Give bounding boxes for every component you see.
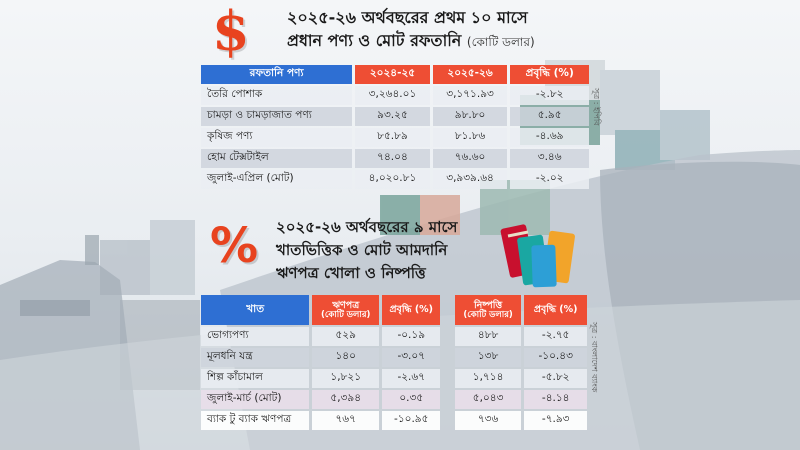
table-row: শিল্প কাঁচামাল ১,৮২১ -২.৬৭ ১,৭১৪ -৫.৮২ (201, 369, 587, 388)
row-fy2425: ৩,২৬৪.০১ (355, 86, 430, 105)
header-growth-2: প্রবৃদ্ধি (%) (524, 295, 587, 325)
row-growth-2: -১০.৪৩ (524, 348, 587, 367)
header-settle: নিষ্পত্তি (কোটি ডলার) (454, 295, 522, 325)
import-table-header: খাত ঋণপত্র (কোটি ডলার) প্রবৃদ্ধি (%) নিষ… (201, 295, 587, 325)
top-title-line-2: প্রধান পণ্য ও মোট রফতানি (কোটি ডলার) (287, 33, 535, 49)
export-table-header: রফতানি পণ্য ২০২৪-২৫ ২০২৫-২৬ প্রবৃদ্ধি (%… (201, 65, 589, 84)
row-fy2526: ৭৬.৬০ (432, 149, 508, 168)
row-sector: শিল্প কাঁচামাল (201, 369, 310, 388)
row-growth-1: -০.১৯ (382, 327, 441, 346)
row-growth-2: -২.৭৫ (524, 327, 587, 346)
row-fy2425: ৭৪.০৪ (355, 149, 430, 168)
row-fy2425: ৮৫.৮৯ (355, 128, 430, 147)
row-fy2526: ৩,১৭১.৯৩ (432, 86, 508, 105)
row-settle: ১,৭১৪ (454, 369, 522, 388)
row-fy2425: ৯৩.২৫ (355, 107, 430, 126)
row-item: কৃষিজ পণ্য (201, 128, 353, 147)
row-growth-1: -২.৬৭ (382, 369, 441, 388)
top-title-line-1: ২০২৫-২৬ অর্থবছরের প্রথম ১০ মাসে (287, 8, 528, 27)
top-source: সূত্র : ইপিবি (592, 88, 601, 126)
bottom-source: সূত্র : বাংলাদেশ ব্যাংক (590, 322, 599, 393)
table-row: মূলধনি যন্ত্র ১৪০ -৩.০৭ ১৩৮ -১০.৪৩ (201, 348, 587, 367)
column-gap (443, 295, 451, 325)
column-gap (443, 327, 451, 346)
bottom-title-line-2: খাতভিত্তিক ও মোট আমদানি (276, 241, 448, 259)
header-export-item: রফতানি পণ্য (201, 65, 353, 84)
table-row: হোম টেক্সটাইল ৭৪.০৪ ৭৬.৬০ ৩.৪৬ (201, 149, 589, 168)
column-gap (443, 348, 451, 367)
header-growth: প্রবৃদ্ধি (%) (510, 65, 589, 84)
header-lc-open-unit: (কোটি ডলার) (321, 309, 371, 320)
table-row: তৈরি পোশাক ৩,২৬৪.০১ ৩,১৭১.৯৩ -২.৮২ (201, 86, 589, 105)
column-gap (443, 390, 451, 409)
row-growth: -২.৮২ (510, 86, 589, 105)
row-fy2526: ৩,৯৩৯.৬৪ (432, 170, 508, 189)
top-title-main: প্রধান পণ্য ও মোট রফতানি (287, 31, 462, 50)
header-sector: খাত (201, 295, 310, 325)
bottom-title-line-3: ঋণপত্র খোলা ও নিষ্পত্তি (276, 264, 426, 282)
column-gap (443, 411, 451, 430)
table-row-total: জুলাই-এপ্রিল (মোট) ৪,০২০.৮১ ৩,৯৩৯.৬৪ -২.… (201, 170, 589, 189)
row-fy2425: ৪,০২০.৮১ (355, 170, 430, 189)
header-lc-open-label: ঋণপত্র (332, 299, 360, 311)
row-item: তৈরি পোশাক (201, 86, 353, 105)
row-lc: ১৪০ (312, 348, 380, 367)
column-gap (443, 369, 451, 388)
import-lc-table: খাত ঋণপত্র (কোটি ডলার) প্রবৃদ্ধি (%) নিষ… (198, 293, 590, 432)
export-table: রফতানি পণ্য ২০২৪-২৫ ২০২৫-২৬ প্রবৃদ্ধি (%… (198, 63, 592, 191)
bottom-title-line-1: ২০২৫-২৬ অর্থবছরের ৯ মাসে (276, 218, 458, 236)
row-item: জুলাই-এপ্রিল (মোট) (201, 170, 353, 189)
row-settle: ১৩৮ (454, 348, 522, 367)
table-row: কৃষিজ পণ্য ৮৫.৮৯ ৮১.৮৬ -৪.৬৯ (201, 128, 589, 147)
row-growth-2: -৫.৮২ (524, 369, 587, 388)
table-row: চামড়া ও চামড়াজাত পণ্য ৯৩.২৫ ৯৮.৮০ ৫.৯৫ (201, 107, 589, 126)
row-growth: ৫.৯৫ (510, 107, 589, 126)
row-sector: মূলধনি যন্ত্র (201, 348, 310, 367)
table-row-total: জুলাই-মার্চ (মোট) ৫,৩৯৪ ০.৩৫ ৫,০৪৩ -৪.১৪ (201, 390, 587, 409)
row-fy2526: ৯৮.৮০ (432, 107, 508, 126)
row-fy2526: ৮১.৮৬ (432, 128, 508, 147)
row-lc: ১,৮২১ (312, 369, 380, 388)
row-growth-2: -৪.১৪ (524, 390, 587, 409)
row-growth: -৪.৬৯ (510, 128, 589, 147)
header-settle-unit: (কোটি ডলার) (463, 309, 513, 320)
row-sector: ব্যাক টু ব্যাক ঋণপত্র (201, 411, 310, 430)
header-fy2526: ২০২৫-২৬ (432, 65, 508, 84)
row-sector: ভোগ্যপণ্য (201, 327, 310, 346)
row-lc: ৫২৯ (312, 327, 380, 346)
row-growth-1: ০.৩৫ (382, 390, 441, 409)
header-lc-open: ঋণপত্র (কোটি ডলার) (312, 295, 380, 325)
row-item: চামড়া ও চামড়াজাত পণ্য (201, 107, 353, 126)
row-growth: -২.০২ (510, 170, 589, 189)
table-row-back-to-back: ব্যাক টু ব্যাক ঋণপত্র ৭৬৭ -১০.৯৫ ৭৩৬ -৭.… (201, 411, 587, 430)
header-fy2425: ২০২৪-২৫ (355, 65, 430, 84)
percent-symbol-icon: % (210, 218, 259, 274)
row-growth: ৩.৪৬ (510, 149, 589, 168)
dollar-symbol-icon: $ (212, 0, 250, 63)
row-growth-1: -১০.৯৫ (382, 411, 441, 430)
thread-spools-illustration (500, 224, 575, 288)
top-title-unit: (কোটি ডলার) (466, 35, 535, 49)
row-lc: ৫,৩৯৪ (312, 390, 380, 409)
row-growth-1: -৩.০৭ (382, 348, 441, 367)
row-growth-2: -৭.৯৩ (524, 411, 587, 430)
table-row: ভোগ্যপণ্য ৫২৯ -০.১৯ ৪৮৮ -২.৭৫ (201, 327, 587, 346)
row-settle: ৪৮৮ (454, 327, 522, 346)
row-sector: জুলাই-মার্চ (মোট) (201, 390, 310, 409)
row-settle: ৫,০৪৩ (454, 390, 522, 409)
row-item: হোম টেক্সটাইল (201, 149, 353, 168)
header-growth-1: প্রবৃদ্ধি (%) (382, 295, 441, 325)
row-lc: ৭৬৭ (312, 411, 380, 430)
header-settle-label: নিষ্পত্তি (473, 299, 503, 311)
row-settle: ৭৩৬ (454, 411, 522, 430)
